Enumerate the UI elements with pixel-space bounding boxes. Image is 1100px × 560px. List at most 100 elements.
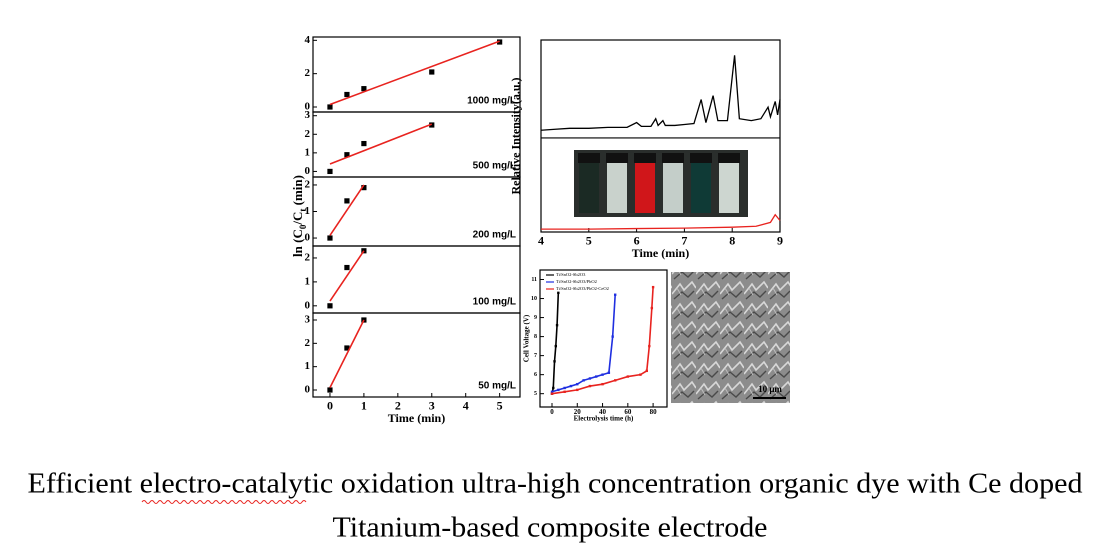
panel-label: 500 mg/L [473,161,516,172]
y-tick-label: 1 [305,146,311,158]
series-line [540,55,781,131]
data-point [613,293,617,296]
x-tick-label: 0 [327,399,333,413]
y-tick-label: 0 [305,101,311,113]
y-axis-label-part: 0 [298,224,308,229]
legend-label: Ti/SnO2-Sb2O3/PbO2 [556,279,597,284]
y-tick-label: 1 [305,275,311,287]
data-point [327,104,333,110]
data-point [344,91,350,98]
y-axis-label-part: ln (C [290,229,305,257]
x-axis-label: Time (min) [388,411,445,425]
y-tick-label: 2 [305,67,311,79]
data-point [327,235,333,241]
y-axis-label: ln (C0/Ct (min) [290,175,308,257]
vial [634,153,656,213]
data-point [648,344,651,348]
series-line [329,123,433,165]
series-line [329,40,500,106]
data-point [552,386,555,390]
x-tick-label: 7 [681,234,687,248]
plot-frame [539,269,668,408]
data-point [611,335,614,338]
data-point [639,373,642,376]
data-point [554,344,557,348]
data-point [582,379,585,382]
y-tick-label: 7 [534,353,537,359]
x-tick-label: 8 [729,234,735,248]
data-point [588,384,592,388]
data-point [327,303,333,309]
y-tick-label: 6 [534,372,537,378]
series-line [329,184,365,236]
x-tick-label: 20 [574,408,582,416]
caption-line: Efficient electro-catalytic oxidation ul… [28,468,1083,499]
data-point [601,382,604,386]
data-point [595,375,598,378]
plot-frame [312,312,521,398]
y-axis-label-part: t [298,209,308,212]
series-line [551,292,560,394]
data-point [569,384,573,388]
series-line [329,319,365,389]
y-tick-label: 0 [305,299,311,311]
y-tick-label: 0 [305,384,311,396]
legend-label: Ti/SnO2-Sb2O3/PbO2-CeO2 [556,286,609,291]
y-tick-label: 2 [305,178,311,190]
y-tick-label: 4 [305,34,311,46]
y-tick-label: 11 [531,277,537,283]
data-point [588,377,592,380]
data-point [613,379,617,382]
data-point [344,264,350,271]
vial [662,153,684,213]
data-point [555,323,559,327]
series-line [551,294,616,393]
y-tick-label: 0 [305,232,311,244]
vials-photo [574,150,748,217]
y-tick-label: 0 [305,165,311,177]
y-tick-label: 2 [305,251,311,263]
x-tick-label: 60 [624,408,632,416]
series-line [551,287,654,395]
panel-label: 50 mg/L [478,381,516,392]
y-tick-label: 3 [305,109,311,121]
x-tick-label: 80 [650,408,658,416]
y-tick-label: 2 [305,337,311,349]
x-tick-label: 2 [395,399,401,413]
y-axis-label-part: /C [290,212,305,226]
data-point [344,152,350,158]
y-axis-label: Cell Voltage (V) [522,314,530,362]
data-point [550,392,554,395]
caption-line: Titanium-based composite electrode [333,512,768,543]
y-tick-label: 2 [305,128,311,140]
data-point [327,387,333,393]
x-tick-label: 4 [538,234,544,248]
data-point [601,373,604,376]
x-tick-label: 6 [634,234,640,248]
y-axis-label: Relative Intensity(a.u.) [509,78,523,195]
vial [718,153,740,213]
data-point [429,69,435,75]
panel-label: 100 mg/L [473,297,516,308]
series-line [541,213,781,230]
data-point [327,168,333,175]
panel-label: 200 mg/L [473,230,516,241]
data-point [361,248,367,254]
y-tick-label: 5 [534,391,537,397]
x-tick-label: 5 [586,234,592,248]
data-point [557,291,560,295]
data-point [557,388,560,392]
data-point [553,360,556,363]
y-tick-label: 1 [305,360,311,372]
data-point [563,386,566,390]
x-tick-label: 4 [463,399,469,413]
data-point [361,86,367,92]
data-point [651,285,655,289]
spell-underline [141,500,307,504]
x-tick-label: 5 [497,399,503,413]
data-point [607,371,611,374]
sem-image: 10 μm [671,272,790,403]
data-point [626,375,630,378]
y-tick-label: 10 [531,296,537,302]
